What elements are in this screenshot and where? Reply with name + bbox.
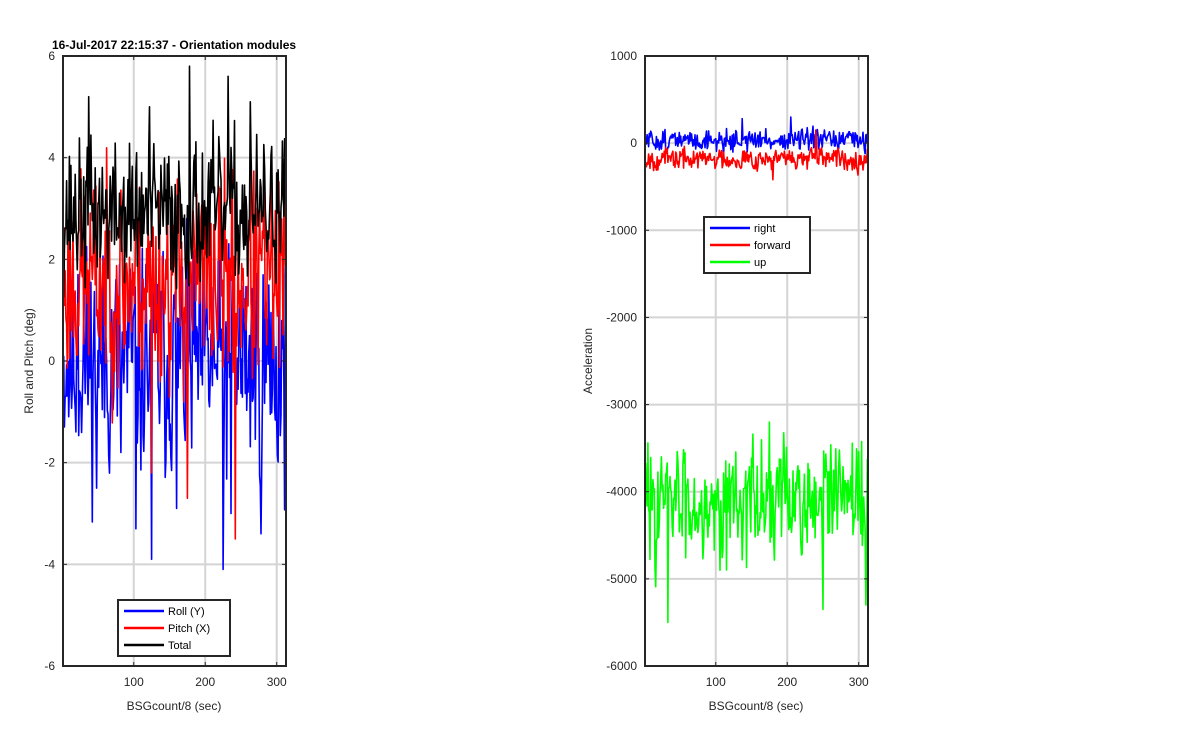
acceleration-legend-label: forward <box>754 240 791 252</box>
orientation-y-tick-label: -4 <box>44 557 55 571</box>
orientation-x-tick-label: 300 <box>267 675 287 689</box>
acceleration-series-forward <box>644 129 869 181</box>
acceleration-x-axis-label: BSGcount/8 (sec) <box>709 699 804 713</box>
orientation-y-tick-label: -2 <box>44 456 55 470</box>
acceleration-x-tick-label: 200 <box>777 675 797 689</box>
orientation-y-tick-label: 2 <box>48 252 55 266</box>
acceleration-lines <box>644 116 869 624</box>
orientation-series-total <box>62 65 287 298</box>
acceleration-axes-frame <box>644 55 869 667</box>
orientation-x-tick-label: 200 <box>195 675 215 689</box>
acceleration-y-axis-label: Acceleration <box>581 328 595 394</box>
orientation-y-tick-label: 6 <box>48 49 55 63</box>
acceleration-y-tick-label: -3000 <box>606 398 637 412</box>
acceleration-x-tick-label: 100 <box>706 675 726 689</box>
orientation-lines <box>62 65 287 571</box>
orientation-x-tick-label: 100 <box>124 675 144 689</box>
orientation-legend: Roll (Y) Pitch (X) Total <box>117 599 231 657</box>
acceleration-series-right <box>644 116 869 156</box>
acceleration-y-tick-label: -6000 <box>606 659 637 673</box>
acceleration-legend-label: up <box>754 257 766 269</box>
acceleration-axes: 100 200 300 -6000 -5000 -4000 -3000 -2000 -1000 0… <box>581 49 869 713</box>
acceleration-axes-background <box>644 55 869 667</box>
acceleration-x-tick-label: 300 <box>849 675 869 689</box>
orientation-y-tick-label: 0 <box>48 354 55 368</box>
orientation-legend-label: Total <box>168 640 191 652</box>
orientation-x-axis-label: BSGcount/8 (sec) <box>127 699 222 713</box>
acceleration-y-tick-label: -2000 <box>606 310 637 324</box>
acceleration-y-tick-label: -4000 <box>606 485 637 499</box>
orientation-y-axis-label: Roll and Pitch (deg) <box>22 308 36 413</box>
acceleration-legend-label: right <box>754 223 775 235</box>
acceleration-y-tick-label: 1000 <box>610 49 637 63</box>
acceleration-y-tick-label: 0 <box>630 136 637 150</box>
acceleration-legend: right forward up <box>703 216 811 274</box>
orientation-y-tick-label: 4 <box>48 151 55 165</box>
orientation-y-tick-label: -6 <box>44 659 55 673</box>
acceleration-y-tick-label: -5000 <box>606 572 637 586</box>
acceleration-series-up <box>644 421 869 624</box>
orientation-chart-title: 16-Jul-2017 22:15:37 - Orientation modul… <box>52 38 296 52</box>
orientation-legend-label: Pitch (X) <box>168 623 210 635</box>
orientation-axes: 100 200 300 -6 -4 -2 0 2 4 6 16-Jul-2017 22:15:37… <box>22 38 296 713</box>
acceleration-y-tick-label: -1000 <box>606 223 637 237</box>
orientation-ticks: 100 200 300 -6 -4 -2 0 2 4 6 <box>44 49 287 689</box>
acceleration-ticks: 100 200 300 -6000 -5000 -4000 -3000 -2000 -1000 0… <box>606 49 869 689</box>
orientation-legend-label: Roll (Y) <box>168 606 205 618</box>
